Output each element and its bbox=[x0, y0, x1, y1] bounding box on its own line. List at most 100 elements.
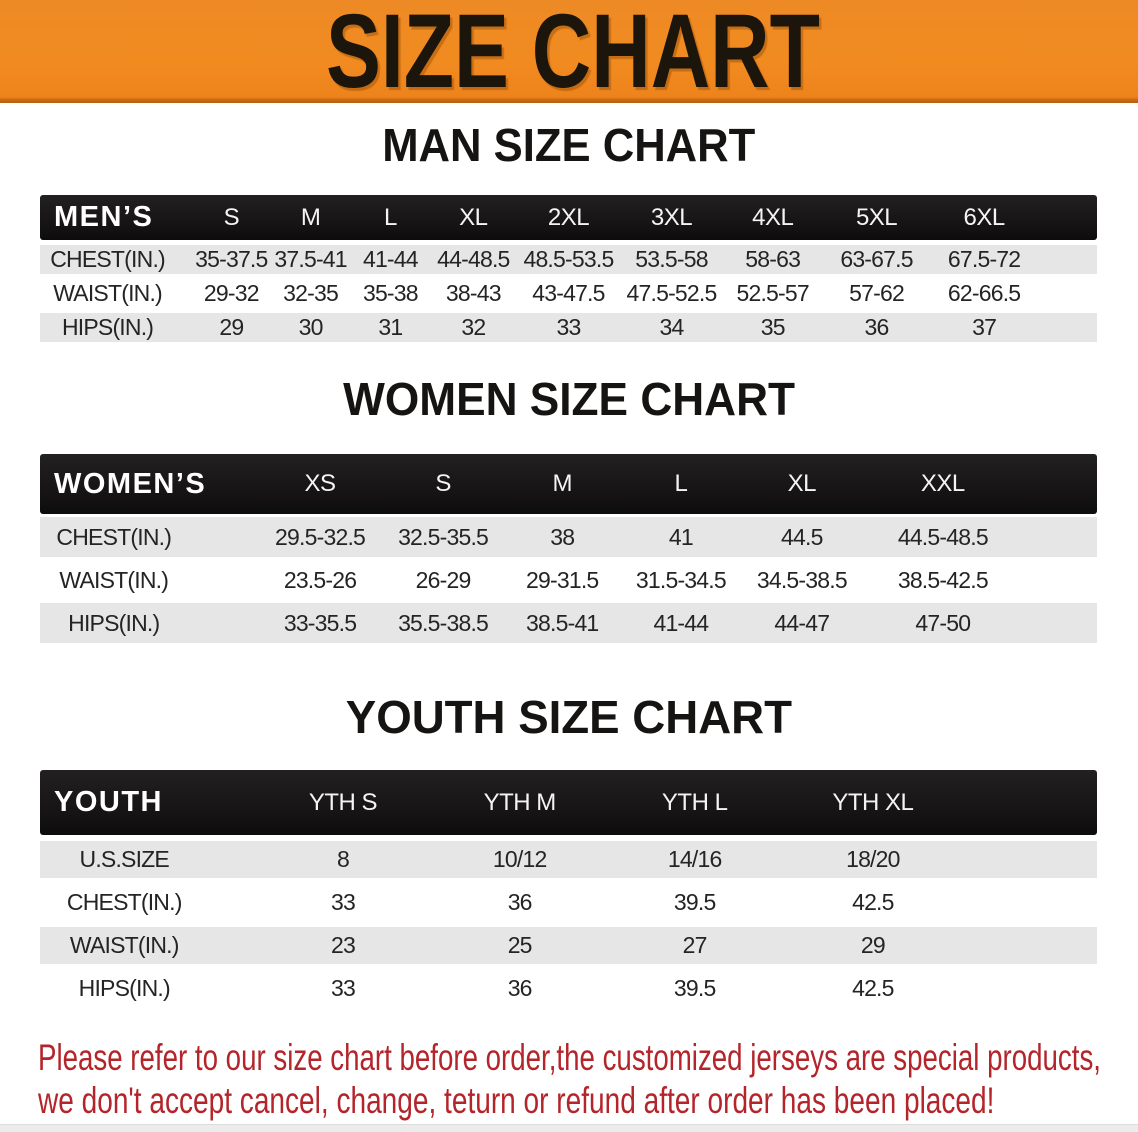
spacer-cell bbox=[963, 884, 1097, 921]
size-value-cell: 35-37.5 bbox=[191, 245, 272, 274]
size-header-cell: 5XL bbox=[823, 195, 930, 240]
size-value-cell: 37.5-41 bbox=[271, 245, 350, 274]
size-header-cell: 6XL bbox=[929, 195, 1039, 240]
size-value-cell: 36 bbox=[432, 970, 607, 1007]
women-chest-row: CHEST(IN.) 29.5-32.5 32.5-35.5 38 41 44.… bbox=[40, 517, 1097, 557]
order-notice: Please refer to our size chart before or… bbox=[38, 1036, 1138, 1122]
size-header-cell: XS bbox=[257, 454, 383, 514]
size-value-cell: 14/16 bbox=[606, 841, 783, 878]
size-value-cell: 29-31.5 bbox=[503, 560, 621, 600]
women-waist-row: WAIST(IN.) 23.5-26 26-29 29-31.5 31.5-34… bbox=[40, 560, 1097, 600]
size-value-cell: 35 bbox=[721, 313, 824, 342]
size-value-cell: 10/12 bbox=[432, 841, 607, 878]
row-label: CHEST(IN.) bbox=[40, 884, 254, 921]
size-header-cell: 3XL bbox=[621, 195, 722, 240]
size-value-cell: 38.5-41 bbox=[503, 603, 621, 643]
size-header-cell: L bbox=[349, 195, 432, 240]
youth-hips-row: HIPS(IN.) 33 36 39.5 42.5 bbox=[40, 970, 1097, 1007]
row-label: HIPS(IN.) bbox=[40, 313, 192, 342]
size-value-cell: 53.5-58 bbox=[621, 245, 722, 274]
size-value-cell: 63-67.5 bbox=[823, 245, 930, 274]
size-value-cell: 41-44 bbox=[620, 603, 741, 643]
size-value-cell: 41 bbox=[620, 517, 741, 557]
size-value-cell: 34.5-38.5 bbox=[740, 560, 863, 600]
row-label: CHEST(IN.) bbox=[40, 517, 258, 557]
size-header-cell: YTH M bbox=[432, 770, 607, 835]
spacer-cell bbox=[1038, 279, 1097, 308]
bottom-strip bbox=[0, 1124, 1138, 1132]
women-size-table: WOMEN’S XS S M L XL XXL CHEST(IN.) 29.5-… bbox=[40, 451, 1097, 646]
women-hips-row: HIPS(IN.) 33-35.5 35.5-38.5 38.5-41 41-4… bbox=[40, 603, 1097, 643]
size-value-cell: 31 bbox=[349, 313, 432, 342]
row-label: CHEST(IN.) bbox=[40, 245, 192, 274]
size-header-cell: 4XL bbox=[721, 195, 824, 240]
size-value-cell: 48.5-53.5 bbox=[515, 245, 622, 274]
size-value-cell: 41-44 bbox=[349, 245, 432, 274]
size-value-cell: 38.5-42.5 bbox=[862, 560, 1023, 600]
men-size-table: MEN’S S M L XL 2XL 3XL 4XL 5XL 6XL CHEST… bbox=[40, 190, 1097, 347]
size-value-cell: 33 bbox=[515, 313, 622, 342]
row-label: U.S.SIZE bbox=[40, 841, 254, 878]
spacer-cell bbox=[963, 841, 1097, 878]
row-label: HIPS(IN.) bbox=[40, 603, 258, 643]
size-value-cell: 32 bbox=[431, 313, 516, 342]
size-header-cell: S bbox=[382, 454, 504, 514]
size-header-cell: YTH L bbox=[606, 770, 783, 835]
header-spacer-cell bbox=[1038, 195, 1097, 240]
size-value-cell: 29-32 bbox=[191, 279, 272, 308]
size-value-cell: 47.5-52.5 bbox=[621, 279, 722, 308]
size-value-cell: 29 bbox=[191, 313, 272, 342]
size-header-cell: XXL bbox=[862, 454, 1023, 514]
spacer-cell bbox=[1022, 517, 1097, 557]
women-section-heading-text: WOMEN SIZE CHART bbox=[343, 373, 795, 425]
youth-table-title-cell: YOUTH bbox=[40, 770, 254, 835]
size-value-cell: 33 bbox=[253, 884, 433, 921]
spacer-cell bbox=[1038, 245, 1097, 274]
size-header-cell: M bbox=[503, 454, 621, 514]
size-value-cell: 37 bbox=[929, 313, 1039, 342]
spacer-cell bbox=[1038, 313, 1097, 342]
size-value-cell: 38 bbox=[503, 517, 621, 557]
size-value-cell: 39.5 bbox=[606, 884, 783, 921]
youth-chest-row: CHEST(IN.) 33 36 39.5 42.5 bbox=[40, 884, 1097, 921]
youth-waist-row: WAIST(IN.) 23 25 27 29 bbox=[40, 927, 1097, 964]
men-table-header-row: MEN’S S M L XL 2XL 3XL 4XL 5XL 6XL bbox=[40, 195, 1097, 240]
size-value-cell: 44.5 bbox=[740, 517, 863, 557]
size-value-cell: 23 bbox=[253, 927, 433, 964]
men-chest-row: CHEST(IN.) 35-37.5 37.5-41 41-44 44-48.5… bbox=[40, 245, 1097, 274]
size-value-cell: 29.5-32.5 bbox=[257, 517, 383, 557]
size-value-cell: 27 bbox=[606, 927, 783, 964]
size-value-cell: 44-48.5 bbox=[431, 245, 516, 274]
row-label: WAIST(IN.) bbox=[40, 279, 192, 308]
youth-ussize-row: U.S.SIZE 8 10/12 14/16 18/20 bbox=[40, 841, 1097, 878]
spacer-cell bbox=[963, 927, 1097, 964]
size-value-cell: 44.5-48.5 bbox=[862, 517, 1023, 557]
women-table-title-cell: WOMEN’S bbox=[40, 454, 258, 514]
men-section-heading: MAN SIZE CHART bbox=[0, 118, 1138, 172]
size-value-cell: 42.5 bbox=[782, 970, 964, 1007]
youth-section-heading-text: YOUTH SIZE CHART bbox=[345, 691, 793, 743]
size-value-cell: 42.5 bbox=[782, 884, 964, 921]
size-value-cell: 32.5-35.5 bbox=[382, 517, 504, 557]
spacer-cell bbox=[1022, 560, 1097, 600]
size-value-cell: 67.5-72 bbox=[929, 245, 1039, 274]
size-value-cell: 35-38 bbox=[349, 279, 432, 308]
banner-title: SIZE CHART bbox=[325, 0, 820, 110]
size-value-cell: 33-35.5 bbox=[257, 603, 383, 643]
header-spacer-cell bbox=[1022, 454, 1097, 514]
size-value-cell: 36 bbox=[432, 884, 607, 921]
size-value-cell: 18/20 bbox=[782, 841, 964, 878]
size-value-cell: 38-43 bbox=[431, 279, 516, 308]
spacer-cell bbox=[1022, 603, 1097, 643]
size-header-cell: YTH S bbox=[253, 770, 433, 835]
youth-table-header-row: YOUTH YTH S YTH M YTH L YTH XL bbox=[40, 770, 1097, 835]
size-header-cell: XL bbox=[431, 195, 516, 240]
size-header-cell: XL bbox=[740, 454, 863, 514]
size-value-cell: 52.5-57 bbox=[721, 279, 824, 308]
men-waist-row: WAIST(IN.) 29-32 32-35 35-38 38-43 43-47… bbox=[40, 279, 1097, 308]
size-value-cell: 58-63 bbox=[721, 245, 824, 274]
header-spacer-cell bbox=[963, 770, 1097, 835]
size-header-cell: 2XL bbox=[515, 195, 622, 240]
size-value-cell: 62-66.5 bbox=[929, 279, 1039, 308]
row-label: WAIST(IN.) bbox=[40, 560, 258, 600]
